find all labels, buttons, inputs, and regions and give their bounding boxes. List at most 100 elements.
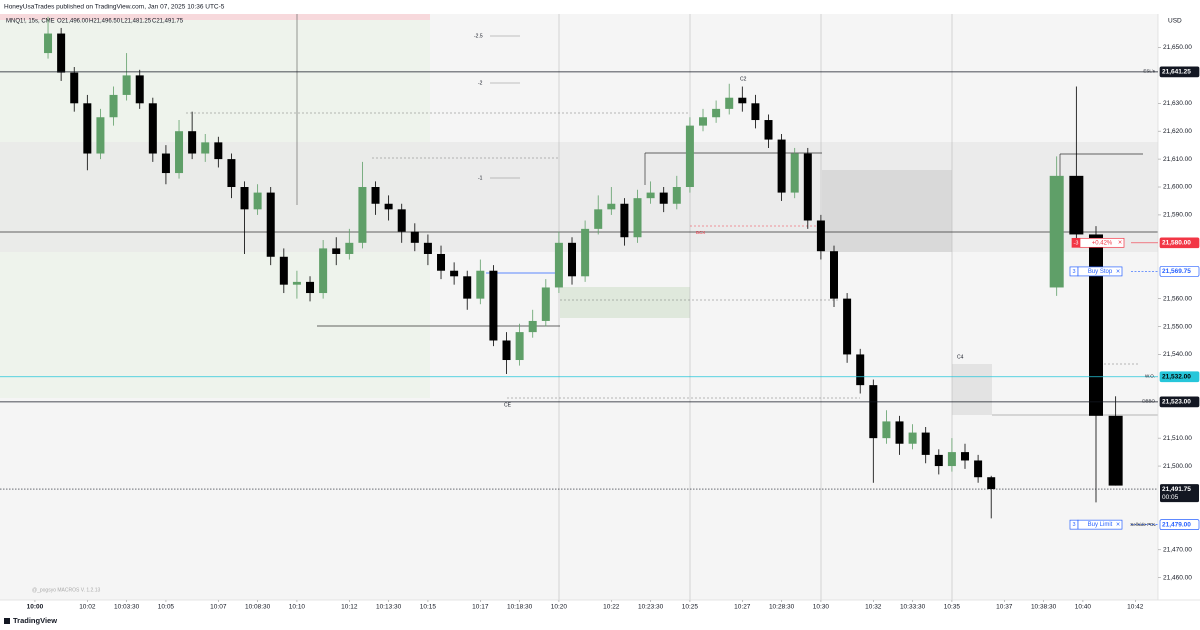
candle-body — [672, 187, 681, 204]
candle-body — [83, 103, 92, 154]
price-label-box — [1159, 237, 1200, 249]
order-qty: 3 — [1072, 522, 1075, 528]
candle-body — [921, 432, 930, 455]
order-qty: 3 — [1072, 269, 1075, 275]
candle-body — [70, 72, 79, 104]
order-close[interactable]: × — [1118, 240, 1122, 247]
zone-pink — [0, 14, 430, 20]
level-name: ESL's — [1143, 69, 1155, 74]
candle-body — [175, 131, 184, 174]
candle-body — [581, 228, 590, 277]
candle-body — [502, 340, 511, 361]
price-label: 21,479.00 — [1162, 521, 1191, 528]
y-tick-label: 21,600.00 — [1163, 184, 1192, 191]
level-name: DBBO — [1142, 399, 1155, 404]
y-tick-label: 21,500.00 — [1163, 463, 1192, 470]
watermark: @_pogsyo MACROS V. 1.2.13 — [32, 587, 100, 593]
price-label: 21,641.25 — [1162, 69, 1191, 76]
countdown: 00:05 — [1162, 494, 1179, 501]
order-close[interactable]: × — [1116, 522, 1120, 529]
y-tick-label: 21,510.00 — [1163, 435, 1192, 442]
x-tick-label: 10:28:30 — [769, 604, 795, 611]
ohlc-low: L21,481.25 — [121, 19, 152, 25]
candle-body — [607, 203, 616, 210]
candle-body — [554, 242, 563, 288]
x-tick-label: 10:13:30 — [376, 604, 402, 611]
candle-body — [620, 203, 629, 238]
candle-body — [135, 75, 144, 104]
candle-body — [201, 142, 210, 154]
candle-body — [188, 131, 197, 154]
order-text-box — [1077, 266, 1123, 277]
candle-body — [830, 251, 839, 299]
order-text: Buy Limit — [1088, 522, 1113, 528]
x-tick-label: 10:03:30 — [114, 604, 140, 611]
candle-body — [240, 187, 249, 210]
candle-body — [541, 287, 550, 321]
candle-body — [816, 220, 825, 252]
candle-body — [568, 242, 577, 277]
price-label: 21,569.75 — [1162, 268, 1191, 275]
y-tick-label: 21,630.00 — [1163, 100, 1192, 107]
annotation: BCX — [696, 230, 705, 235]
candle-body — [699, 117, 708, 126]
order-qty: -3 — [1074, 240, 1079, 246]
x-tick-label: 10:23:30 — [638, 604, 664, 611]
candle-body — [961, 452, 969, 461]
candle-body — [214, 142, 223, 160]
y-tick-label: 21,650.00 — [1163, 44, 1192, 51]
candle-body — [869, 385, 878, 439]
candle-body — [843, 298, 852, 355]
candle-body — [594, 209, 603, 229]
candle-body — [803, 153, 812, 221]
candle-body — [423, 242, 432, 254]
price-label: 21,580.00 — [1162, 240, 1191, 247]
y-tick-label: 21,620.00 — [1163, 128, 1192, 135]
price-label-box — [1159, 266, 1200, 277]
candle-body — [790, 153, 799, 193]
candle-body — [345, 242, 354, 254]
y-tick-label: 21,540.00 — [1163, 351, 1192, 358]
annotation: CE — [504, 402, 512, 408]
order-close[interactable]: × — [1116, 268, 1120, 275]
price-label-box — [1159, 371, 1200, 383]
candle-body — [685, 125, 694, 188]
x-tick-label: 10:18:30 — [507, 604, 533, 611]
candle-body — [437, 253, 446, 271]
candle-body — [358, 187, 367, 243]
candle-body — [371, 187, 380, 204]
price-label: 21,491.75 — [1162, 486, 1191, 493]
level-name: W.O. — [1145, 373, 1155, 378]
candle-body — [646, 192, 655, 199]
candle-body — [974, 460, 983, 478]
candle-body — [489, 270, 498, 341]
level-name: Sellside PDL — [1130, 522, 1156, 527]
price-label: 21,532.00 — [1162, 373, 1191, 380]
candle-body — [947, 452, 956, 467]
x-tick-label: 10:22 — [603, 604, 620, 611]
candle-body — [266, 192, 275, 257]
y-tick-label: 21,470.00 — [1163, 546, 1192, 553]
candle-body — [292, 281, 301, 285]
x-tick-label: 10:10 — [289, 604, 306, 611]
candle-body — [515, 332, 524, 361]
publisher: HoneyUsaTrades published on TradingView.… — [4, 4, 225, 11]
candle-body — [633, 198, 642, 238]
y-tick-label: 21,560.00 — [1163, 295, 1192, 302]
x-tick-label: 10:20 — [551, 604, 568, 611]
y-tick-label: 21,550.00 — [1163, 323, 1192, 330]
candle-body — [57, 33, 66, 73]
x-tick-label: 10:25 — [682, 604, 699, 611]
order-text: +0.42% — [1092, 240, 1113, 246]
candle-body — [908, 432, 917, 444]
x-tick-label: 10:40 — [1075, 604, 1092, 611]
candle-body — [161, 153, 170, 174]
candle-body — [253, 192, 262, 210]
candle-body — [332, 248, 341, 254]
candle-body — [122, 75, 131, 95]
candle-body — [528, 320, 537, 333]
price-label: 21,523.00 — [1162, 399, 1191, 406]
x-tick-label: 10:15 — [420, 604, 437, 611]
x-tick-label: 10:38:30 — [1031, 604, 1057, 611]
brand: TradingView — [13, 616, 57, 625]
